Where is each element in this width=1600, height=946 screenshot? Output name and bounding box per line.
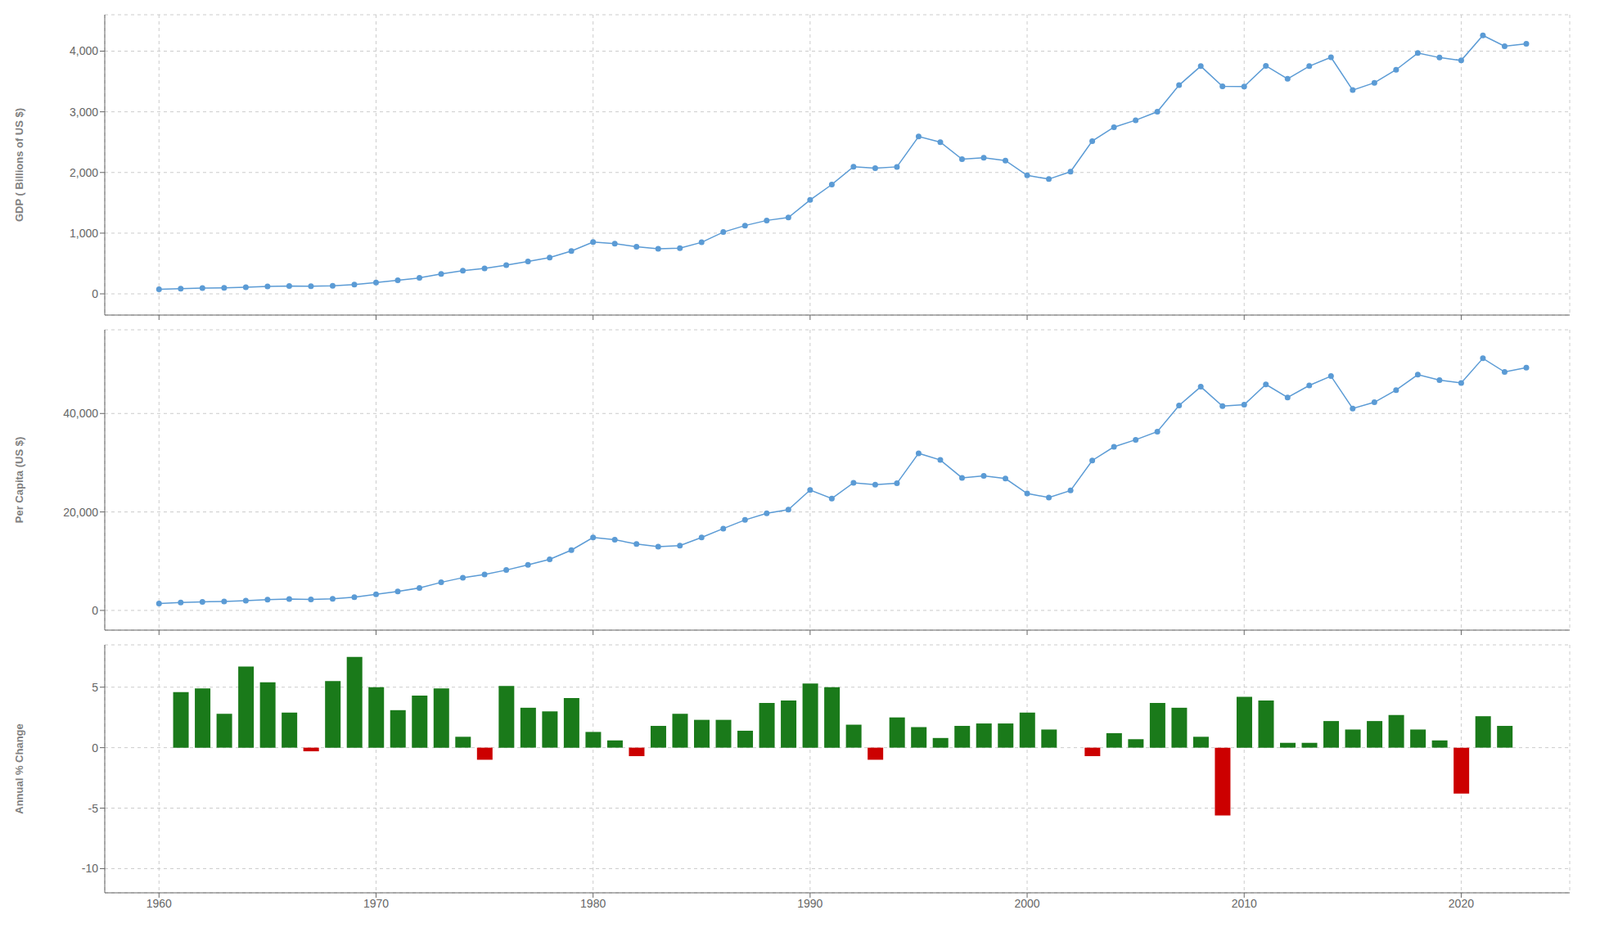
svg-text:Per Capita (US $): Per Capita (US $) (13, 437, 26, 523)
svg-text:0: 0 (91, 287, 99, 301)
svg-text:3,000: 3,000 (69, 105, 99, 119)
svg-text:1980: 1980 (580, 896, 606, 911)
svg-text:1970: 1970 (363, 896, 389, 911)
svg-text:2000: 2000 (1014, 896, 1040, 911)
svg-text:-5: -5 (88, 802, 100, 816)
svg-text:0: 0 (91, 741, 99, 755)
svg-text:GDP ( Billions of US $): GDP ( Billions of US $) (13, 108, 26, 222)
svg-text:5: 5 (91, 680, 99, 695)
svg-text:4,000: 4,000 (69, 44, 99, 58)
svg-text:Annual % Change: Annual % Change (13, 723, 26, 815)
svg-text:2010: 2010 (1231, 896, 1258, 911)
svg-text:0: 0 (91, 603, 99, 618)
svg-text:20,000: 20,000 (63, 505, 99, 519)
svg-text:1960: 1960 (146, 896, 172, 911)
svg-text:2,000: 2,000 (69, 166, 99, 180)
svg-text:1,000: 1,000 (69, 226, 99, 240)
svg-text:40,000: 40,000 (63, 406, 99, 420)
svg-text:2020: 2020 (1448, 896, 1474, 911)
svg-text:-10: -10 (81, 861, 99, 875)
svg-text:1990: 1990 (797, 896, 823, 911)
